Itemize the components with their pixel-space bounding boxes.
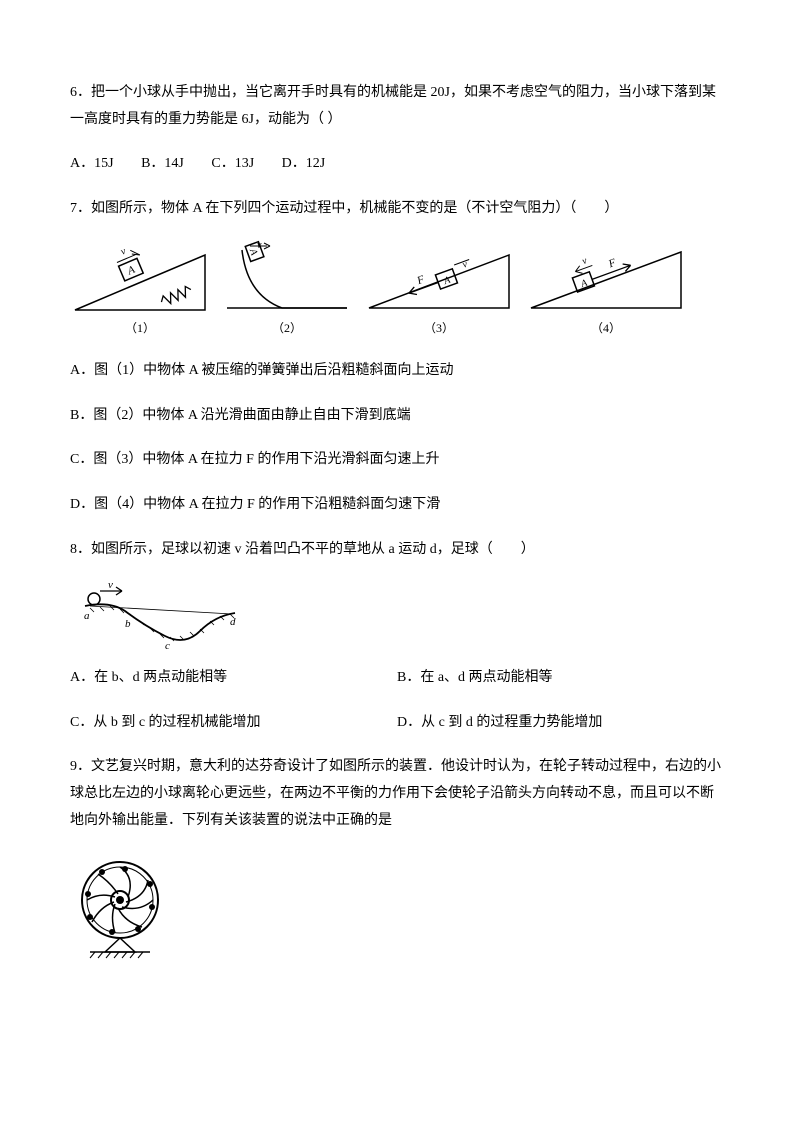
q7-opt-b: B．图（2）中物体 A 沿光滑曲面由静止自由下滑到底端 [70,403,724,430]
q7-figures: A v （1） A v （2） [70,240,724,340]
q7-fig2-label: （2） [222,317,352,340]
svg-text:a: a [84,610,90,622]
q6-opt-a: A．15J [70,156,114,171]
q7-fig3-label: （3） [364,317,514,340]
q9-text: 9．文艺复兴时期，意大利的达芬奇设计了如图所示的装置．他设计时认为，在轮子转动过… [70,754,724,834]
curve-slide-icon: A v [222,240,352,315]
svg-text:v: v [119,246,128,258]
svg-text:v: v [581,256,589,268]
q7-fig3: A F v （3） [364,240,514,340]
q8-opt-d: D．从 c 到 d 的过程重力势能增加 [397,710,724,737]
q8-text: 8．如图所示，足球以初速 v 沿着凹凸不平的草地从 a 运动 d，足球（ ） [70,537,724,564]
q8-options-row1: A．在 b、d 两点动能相等 B．在 a、d 两点动能相等 [70,665,724,692]
davinci-wheel-icon [70,852,180,962]
q7-opt-d: D．图（4）中物体 A 在拉力 F 的作用下沿粗糙斜面匀速下滑 [70,492,724,519]
q8-opt-c: C．从 b 到 c 的过程机械能增加 [70,710,397,737]
svg-text:d: d [230,616,236,628]
svg-text:v: v [108,581,113,591]
q8-figure: v a b c d [70,581,724,651]
incline-pull-up-icon: A F v [364,240,514,315]
q6-options: A．15J B．14J C．13J D．12J [70,151,724,178]
q7-text: 7．如图所示，物体 A 在下列四个运动过程中，机械能不变的是（不计空气阻力）（ … [70,196,724,223]
q8-opt-b: B．在 a、d 两点动能相等 [397,665,724,692]
q8-opt-a: A．在 b、d 两点动能相等 [70,665,397,692]
svg-text:b: b [125,618,131,630]
q7-opt-a: A．图（1）中物体 A 被压缩的弹簧弹出后沿粗糙斜面向上运动 [70,358,724,385]
q9-figure [70,852,724,962]
q7-fig2: A v （2） [222,240,352,340]
q7-opt-c: C．图（3）中物体 A 在拉力 F 的作用下沿光滑斜面匀速上升 [70,447,724,474]
q7-fig1-label: （1） [70,317,210,340]
incline-pull-down-icon: A F v [526,240,686,315]
q6-opt-d: D．12J [282,156,326,171]
svg-text:c: c [165,640,170,651]
svg-text:A: A [125,264,137,278]
svg-text:F: F [606,257,618,271]
q6-opt-c: C．13J [211,156,254,171]
q8-options-row2: C．从 b 到 c 的过程机械能增加 D．从 c 到 d 的过程重力势能增加 [70,710,724,737]
svg-text:F: F [415,274,427,288]
q7-fig4-label: （4） [526,317,686,340]
q7-fig1: A v （1） [70,240,210,340]
q7-fig4: A F v （4） [526,240,686,340]
incline-spring-icon: A v [70,240,210,315]
q6-text: 6．把一个小球从手中抛出，当它离开手时具有的机械能是 20J，如果不考虑空气的阻… [70,80,724,133]
q6-opt-b: B．14J [141,156,184,171]
wavy-ground-icon: v a b c d [70,581,260,651]
